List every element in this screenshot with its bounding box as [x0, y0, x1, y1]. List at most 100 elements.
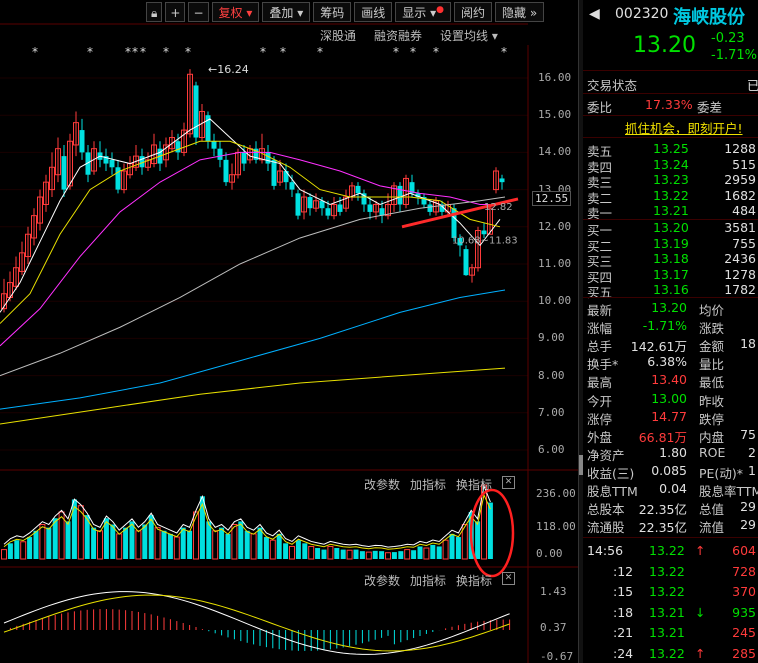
stat-row: 外盘: [587, 429, 613, 445]
volume-bar: [327, 545, 334, 560]
ask-row: 13.23: [653, 172, 689, 187]
vol-edit-params-button[interactable]: 改参数: [364, 478, 401, 492]
candle-body: [13, 267, 19, 287]
candle-body: [337, 204, 343, 212]
kline-chart-area[interactable]: * * * * * * * * * * * * * * ←16.24 12.82 10.68~11.83 🔒︎…: [0, 0, 578, 663]
candle-body: [415, 193, 421, 198]
candle-body: [31, 215, 37, 239]
price-axis-tick: 8.00: [538, 368, 565, 382]
ma-settings-link[interactable]: 设置均线 ▾: [440, 29, 498, 43]
volume-bar: [206, 521, 212, 559]
hide-button[interactable]: 隐藏 »: [495, 2, 545, 22]
candle-body: [391, 185, 397, 205]
candle-body: [109, 159, 115, 168]
price-axis-tick: 11.00: [538, 257, 572, 270]
display-button[interactable]: 显示 ▾●: [395, 2, 451, 22]
volume-bar: [84, 515, 90, 559]
volume-bar: [411, 550, 417, 559]
volume-bar: [250, 533, 257, 560]
volume-bar: [283, 543, 289, 559]
stat-row: 换手*: [587, 357, 619, 373]
vol-add-indicator-button[interactable]: 加指标: [410, 478, 447, 492]
ma120-line: [0, 289, 506, 410]
price-axis-tick: 9.00: [538, 331, 565, 345]
minus-icon[interactable]: −: [188, 2, 209, 22]
volume-bar: [212, 530, 219, 560]
volume-bar: [449, 533, 455, 559]
candle-body: [187, 73, 193, 135]
stat-row: 收益(三): [587, 465, 635, 481]
macd-close-icon[interactable]: ✕: [502, 572, 516, 585]
event-star-icon: *: [410, 45, 416, 59]
tick-row: :24: [613, 645, 634, 661]
candle-body: [217, 148, 223, 160]
bid-row: 1782: [724, 282, 756, 297]
event-star-icon: *: [260, 45, 266, 59]
event-star-icon: *: [87, 45, 93, 59]
chip-button[interactable]: 筹码: [313, 2, 352, 22]
volume-bar: [289, 545, 295, 560]
price-axis-tick: 16.00: [538, 71, 572, 84]
ask-row: 13.25: [653, 141, 689, 156]
ma20-line: [0, 151, 500, 347]
stat-row: 13.20: [651, 300, 687, 315]
volume-bar: [385, 552, 391, 560]
event-star-icon: *: [132, 45, 138, 59]
stat-row: 22.35亿: [638, 502, 687, 518]
candle-body: [223, 159, 229, 183]
volume-bar: [46, 527, 52, 559]
volume-bar: [135, 530, 142, 560]
stat-row: 29: [740, 499, 756, 515]
bid-row: 买二: [587, 238, 613, 254]
volume-axis-tick: 236.00: [536, 487, 576, 500]
candle-body: [475, 230, 481, 269]
volume-bar: [1, 549, 7, 560]
tick-row: ↓: [695, 604, 706, 620]
lock-icon[interactable]: 🔒︎: [146, 2, 163, 22]
stat-row: 最低: [699, 375, 725, 391]
read-button[interactable]: 阅约: [453, 2, 492, 22]
tick-row: 13.21: [649, 604, 685, 620]
volume-bar: [391, 552, 397, 559]
stat-row: 股息率TTM: [699, 484, 758, 499]
candle-body: [487, 207, 493, 235]
hk-connect-link[interactable]: 深股通: [320, 29, 357, 43]
bid-row: 买五: [587, 285, 613, 300]
draw-line-button[interactable]: 画线: [354, 2, 393, 22]
candle-body: [367, 204, 373, 212]
stat-row: 13.00: [651, 390, 687, 406]
volume-bar: [269, 539, 276, 560]
overlay-button[interactable]: 叠加 ▾: [262, 2, 311, 22]
margin-link[interactable]: 融资融券: [374, 29, 423, 43]
fuquan-button[interactable]: 复权 ▾: [211, 2, 260, 22]
macd-panel-bar: 改参数 加指标 换指标 ✕: [364, 572, 516, 589]
tick-row: 604: [732, 543, 756, 558]
open-account-promo[interactable]: 抓住机会，即刻开户!: [625, 121, 743, 136]
bid-row: 13.20: [653, 220, 689, 235]
vol-change-indicator-button[interactable]: 换指标: [456, 478, 493, 492]
vol-close-icon[interactable]: ✕: [502, 476, 516, 489]
event-star-icon: *: [501, 45, 507, 59]
macd-change-indicator-button[interactable]: 换指标: [456, 574, 493, 588]
price-axis-tick: 6.00: [538, 443, 565, 456]
back-icon[interactable]: ◀: [589, 6, 600, 22]
stock-name: 海峡股份: [673, 7, 745, 28]
candle-body: [25, 233, 31, 258]
bid-row: 13.16: [653, 282, 689, 297]
candle-body: [283, 171, 289, 183]
candle-body: [253, 148, 259, 160]
volume-bar: [225, 533, 231, 559]
tick-row: 13.22: [649, 543, 685, 558]
ask-row: 1682: [724, 187, 756, 203]
stat-row: 最高: [587, 375, 613, 391]
candle-body: [493, 170, 499, 191]
ask-row: 484: [732, 203, 756, 218]
ma60-line: [0, 196, 506, 377]
volume-bar: [321, 549, 327, 559]
volume-bar: [58, 511, 65, 560]
volume-bar: [461, 524, 468, 560]
plus-icon[interactable]: +: [165, 2, 186, 22]
macd-add-indicator-button[interactable]: 加指标: [410, 574, 447, 588]
macd-edit-params-button[interactable]: 改参数: [364, 574, 401, 588]
